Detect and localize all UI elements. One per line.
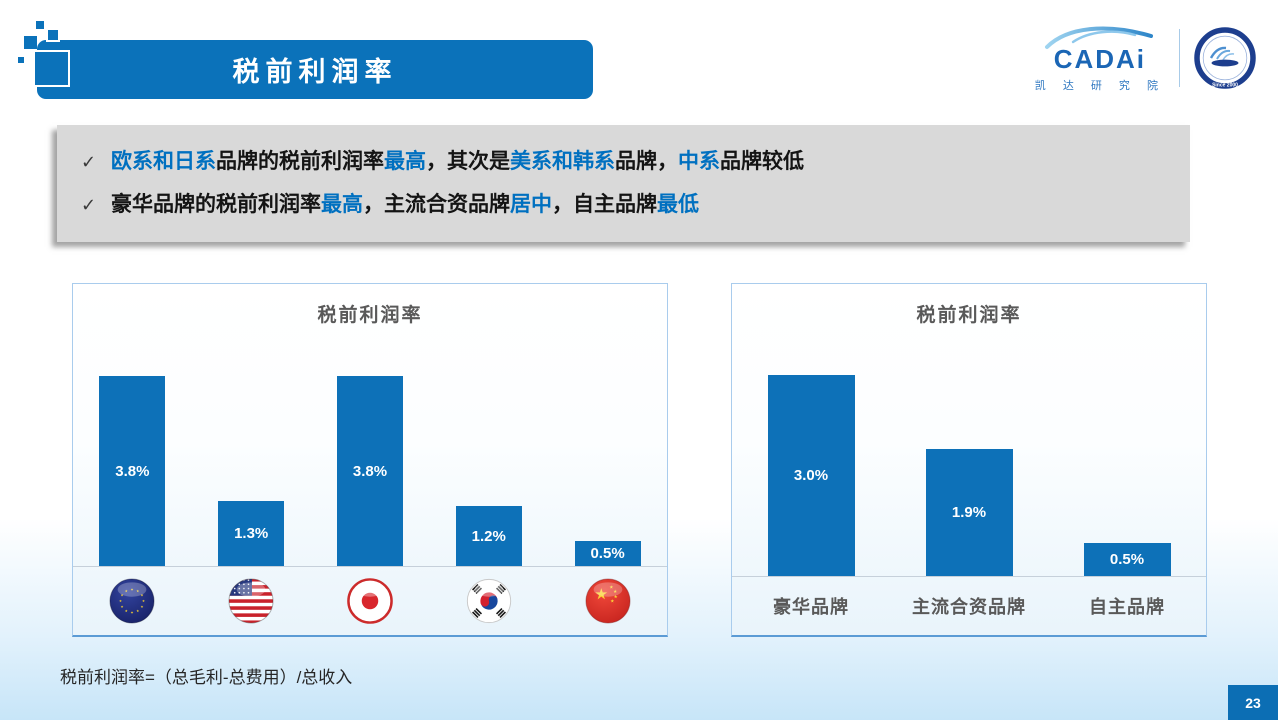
plot-area: 3.0% 1.9% 0.5%: [732, 334, 1206, 576]
check-icon: ✓: [81, 151, 97, 172]
car-swoosh-icon: [1044, 26, 1153, 49]
bar-column: 3.8%: [73, 334, 192, 566]
bar-value-label: 3.8%: [352, 462, 388, 480]
bullet-segment: 最低: [657, 193, 699, 217]
logo: CADAi 凯 达 研 究 院 Since 2000: [1035, 22, 1256, 93]
china-flag-icon: [548, 578, 667, 624]
deco-square-icon: [46, 28, 60, 42]
bullet-segment: 品牌的税前利润率: [216, 149, 384, 173]
bar-value-label: 0.5%: [590, 545, 625, 562]
cada-emblem-icon: Since 2000: [1194, 26, 1256, 89]
bar-value-label: 1.9%: [951, 503, 987, 521]
bar: 1.3%: [218, 501, 285, 566]
bullet-segment: 最高: [384, 149, 426, 173]
bullet-segment: 中系: [678, 149, 720, 173]
bar: 0.5%: [574, 541, 641, 566]
category-axis-strip: 豪华品牌 主流合资品牌 自主品牌: [732, 576, 1206, 635]
us-flag-icon: [192, 578, 311, 624]
bar-column: 3.0%: [732, 334, 890, 576]
bar: 3.8%: [99, 376, 166, 566]
chart-by-country: 税前利润率 3.8% 1.3% 3.8% 1.2% 0.5%: [72, 283, 668, 637]
bar: 0.5%: [1083, 542, 1171, 576]
bullet-row: ✓ 欧系和日系品牌的税前利润率最高，其次是美系和韩系品牌，中系品牌较低: [81, 149, 1166, 175]
bullet-text: 豪华品牌的税前利润率最高，主流合资品牌居中，自主品牌最低: [111, 192, 699, 218]
bullet-row: ✓ 豪华品牌的税前利润率最高，主流合资品牌居中，自主品牌最低: [81, 192, 1166, 218]
bullet-segment: ，主流合资品牌: [363, 193, 510, 217]
bar-column: 0.5%: [548, 334, 667, 566]
chart-by-segment: 税前利润率 3.0% 1.9% 0.5% 豪华品牌 主流合资品牌 自主品牌: [731, 283, 1207, 637]
bar: 3.8%: [336, 376, 403, 566]
japan-flag-icon: [311, 578, 430, 624]
flag-axis-strip: [73, 566, 667, 635]
logo-divider: [1179, 28, 1180, 87]
plot-area: 3.8% 1.3% 3.8% 1.2% 0.5%: [73, 334, 667, 566]
bar-value-label: 1.2%: [471, 527, 506, 545]
key-findings-callout: ✓ 欧系和日系品牌的税前利润率最高，其次是美系和韩系品牌，中系品牌较低 ✓ 豪华品牌的…: [57, 125, 1190, 242]
emblem-caption-text: Since 2000: [1212, 82, 1238, 88]
bar-column: 3.8%: [311, 334, 430, 566]
bar-value-label: 1.3%: [234, 525, 269, 542]
bar-column: 1.2%: [429, 334, 548, 566]
bullet-segment: 最高: [321, 193, 363, 217]
logo-subtitle-text: 凯 达 研 究 院: [1034, 80, 1165, 92]
bullet-segment: 欧系和日系: [111, 149, 216, 173]
bar-column: 1.9%: [890, 334, 1048, 576]
bullet-segment: 豪华品牌的税前利润率: [111, 193, 321, 217]
bar-value-label: 3.8%: [115, 462, 150, 480]
page-number-badge: 23: [1228, 685, 1278, 720]
page-title-text: 税前利润率: [232, 57, 398, 87]
page-title: 税前利润率: [37, 40, 593, 99]
category-label: 主流合资品牌: [912, 597, 1026, 617]
category-label: 自主品牌: [1089, 597, 1165, 617]
bullet-segment: 品牌较低: [720, 149, 804, 173]
logo-wordmark: CADAi 凯 达 研 究 院: [1035, 22, 1165, 93]
bar-column: 0.5%: [1048, 334, 1206, 576]
bullet-text: 欧系和日系品牌的税前利润率最高，其次是美系和韩系品牌，中系品牌较低: [111, 149, 804, 175]
chart-title: 税前利润率: [916, 305, 1022, 326]
bar: 1.2%: [455, 506, 522, 566]
bullet-segment: 居中: [510, 193, 552, 217]
bar: 3.0%: [767, 375, 855, 576]
bar: 1.9%: [925, 448, 1013, 576]
bullet-segment: ，其次是: [426, 149, 510, 173]
bar-value-label: 3.0%: [793, 467, 829, 484]
bar-value-label: 0.5%: [1109, 550, 1145, 568]
deco-square-icon: [36, 21, 44, 29]
bar-column: 1.3%: [192, 334, 311, 566]
check-icon: ✓: [81, 195, 97, 216]
page-number: 23: [1245, 694, 1261, 711]
deco-square-icon: [33, 50, 70, 87]
bullet-segment: 品牌，: [615, 149, 678, 173]
category-label: 豪华品牌: [773, 597, 849, 617]
bullet-segment: ，自主品牌: [552, 193, 657, 217]
footnote-formula: 税前利润率=（总毛利-总费用）/总收入: [60, 668, 353, 687]
logo-brand-text: CADAi: [1053, 44, 1147, 74]
eu-flag-icon: [73, 578, 192, 624]
korea-flag-icon: [429, 578, 548, 624]
bullet-segment: 美系和韩系: [510, 149, 615, 173]
chart-title: 税前利润率: [317, 305, 423, 326]
deco-square-icon: [18, 57, 24, 63]
deco-square-icon: [24, 36, 37, 49]
